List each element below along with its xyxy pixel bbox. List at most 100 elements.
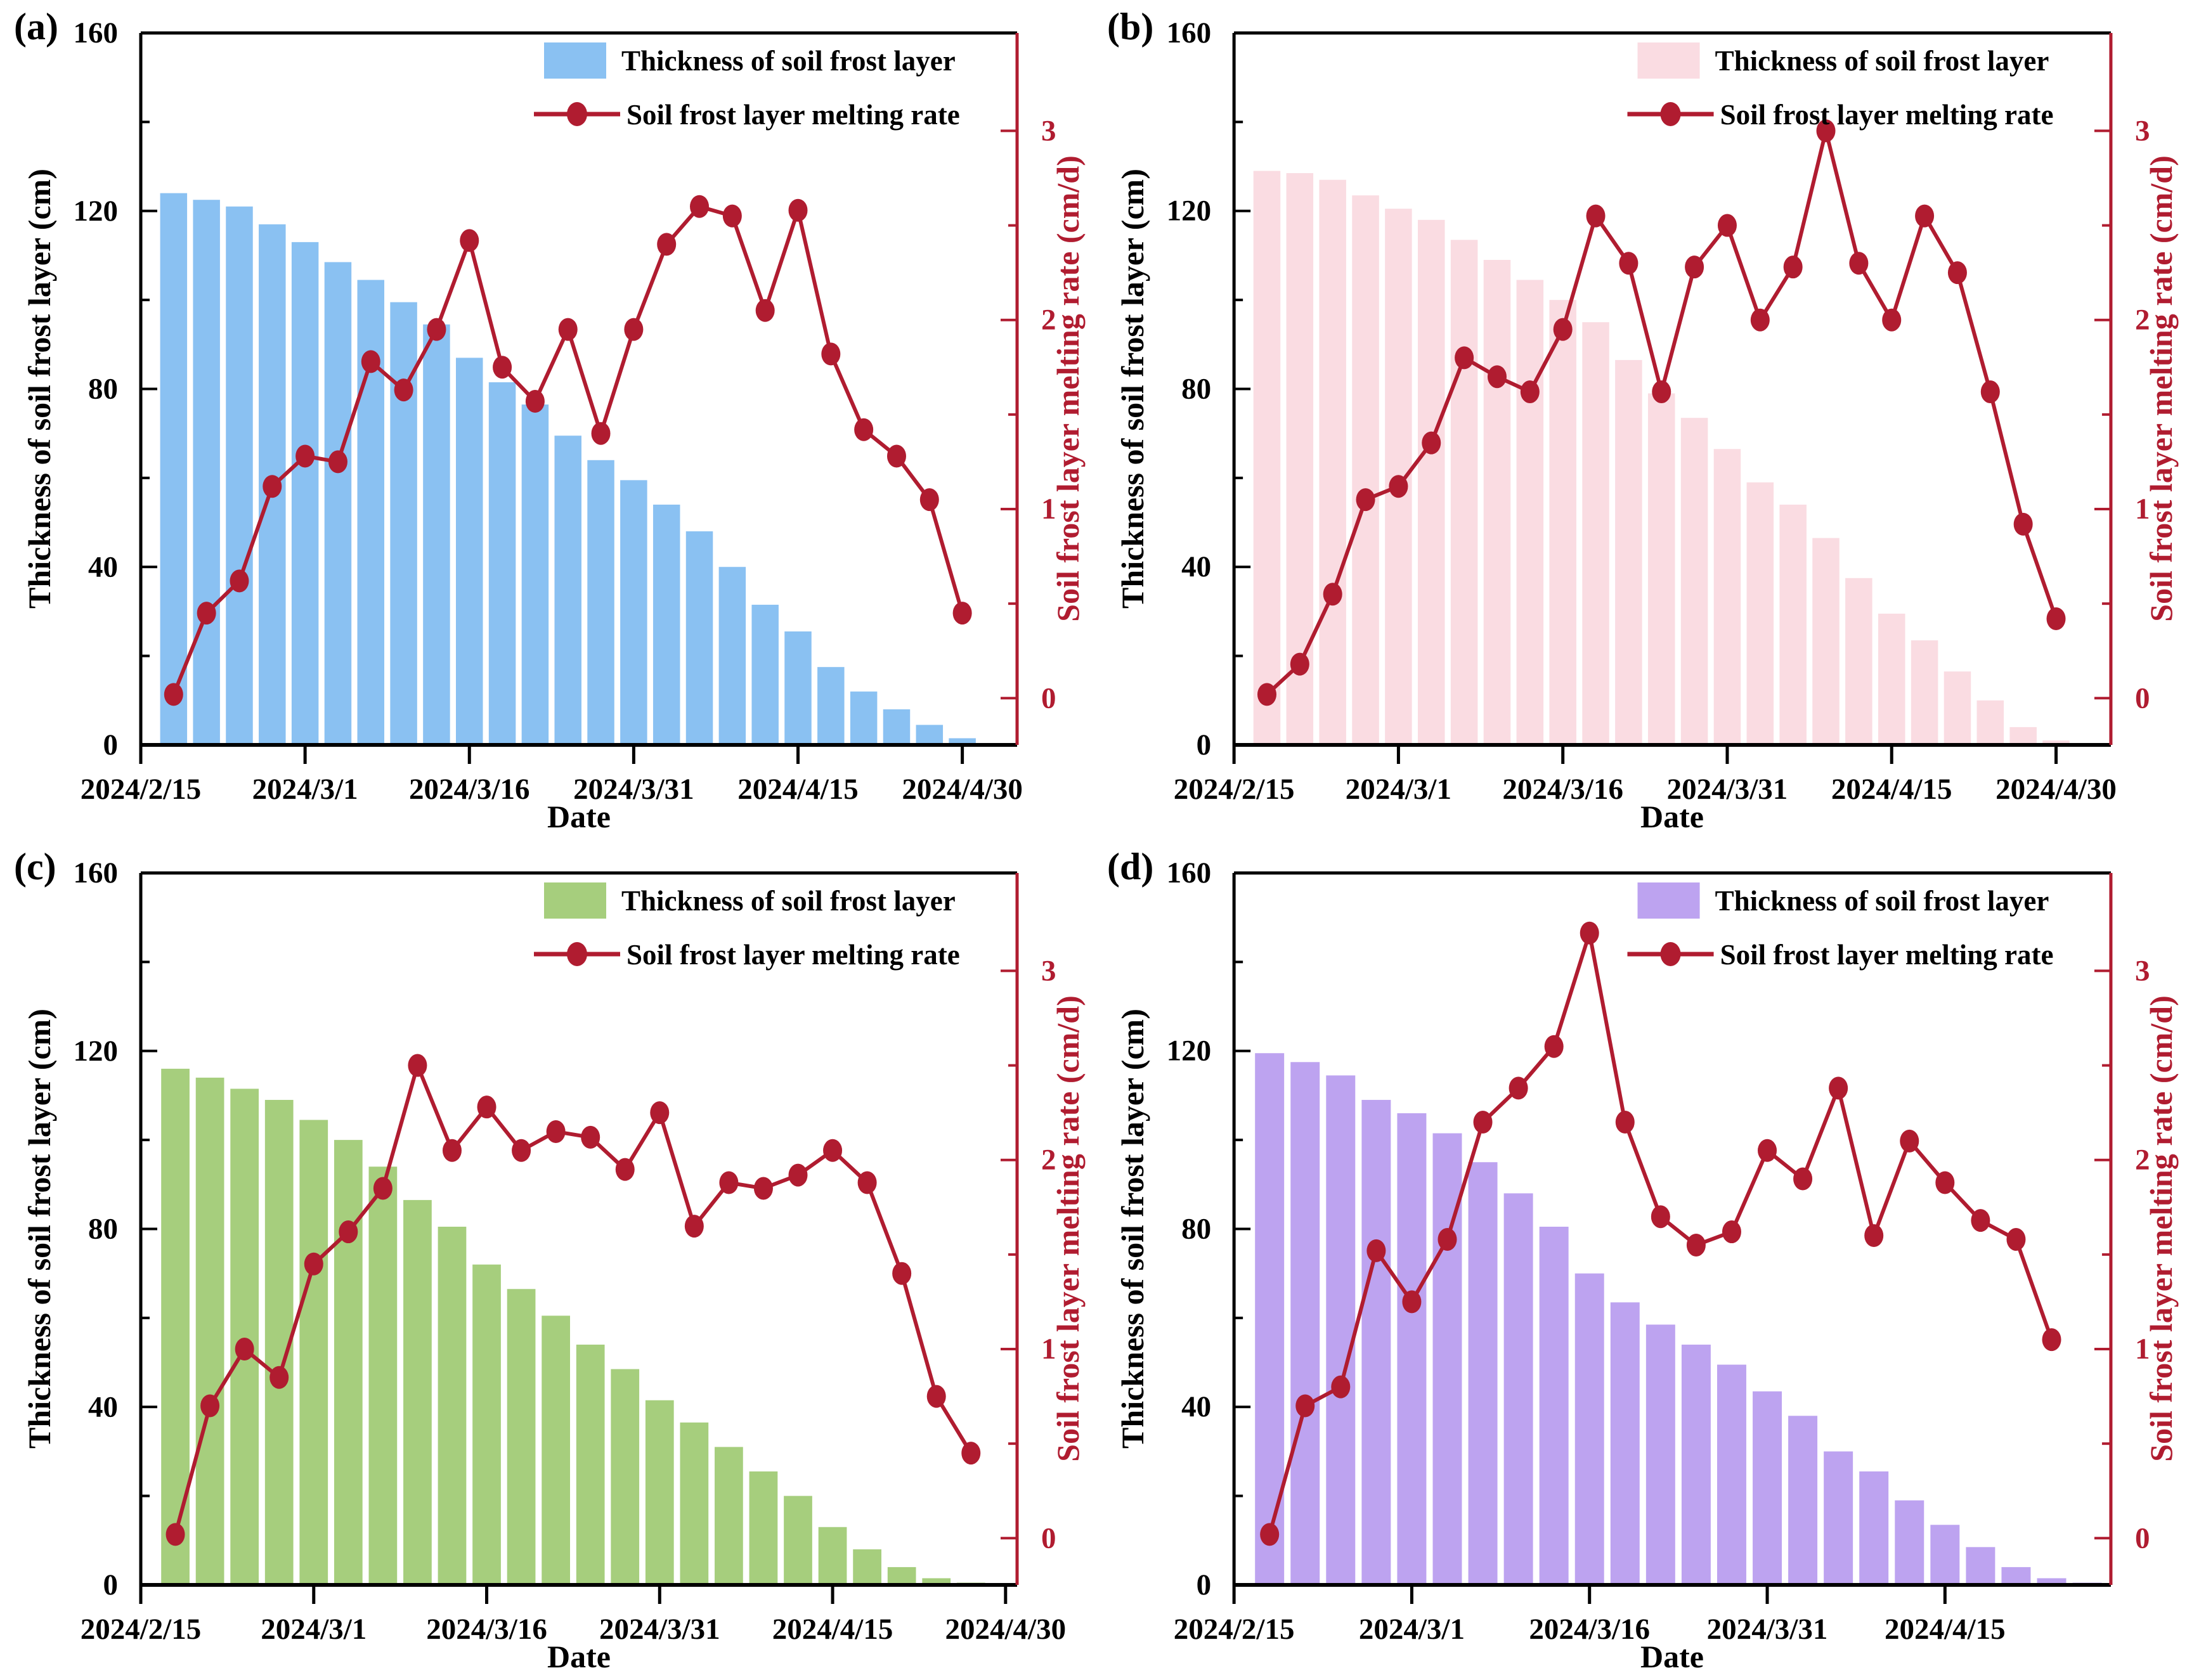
x-tick-label: 2024/3/31 <box>573 773 694 806</box>
x-axis-title: Date <box>1640 1639 1704 1674</box>
bars-group <box>1253 171 2070 746</box>
bar <box>718 567 746 745</box>
line-marker <box>373 1177 393 1200</box>
right-tick-label: 2 <box>2135 304 2150 337</box>
line-marker <box>1652 380 1671 404</box>
right-tick-label: 0 <box>2135 1522 2150 1554</box>
line-marker <box>684 1215 704 1238</box>
line-marker <box>886 444 906 468</box>
bar <box>883 709 911 745</box>
left-tick-label: 120 <box>1167 195 1212 228</box>
line-marker <box>1366 1239 1386 1262</box>
line-marker <box>460 229 479 252</box>
panel-d: 0 40 80 120 160 0 1 2 3 2024/2/15 2024/3/1 2024/3/1… <box>1093 840 2187 1680</box>
line-marker <box>821 342 841 366</box>
bar <box>1417 219 1445 746</box>
bar <box>853 1549 881 1585</box>
bar <box>1286 173 1314 745</box>
line-marker <box>197 602 216 625</box>
x-tick-label: 2024/2/15 <box>81 1613 202 1646</box>
bar <box>1516 280 1544 745</box>
line-marker <box>394 378 413 402</box>
x-tick-label: 2024/4/30 <box>1996 773 2117 806</box>
bar <box>652 504 680 745</box>
line-marker <box>235 1338 254 1361</box>
x-tick-label: 2024/3/31 <box>599 1613 720 1646</box>
legend-line-marker-icon <box>567 102 587 126</box>
bar <box>685 531 713 745</box>
line-marker <box>2013 512 2033 536</box>
bar <box>1253 171 1281 745</box>
line-marker <box>919 488 939 512</box>
line-marker <box>1260 1523 1280 1546</box>
bar <box>1483 259 1511 745</box>
bar <box>1944 671 1971 745</box>
right-tick-label: 2 <box>1041 1144 1056 1177</box>
left-tick-label: 40 <box>88 550 118 583</box>
x-axis-title: Date <box>547 799 611 834</box>
line-marker <box>1290 652 1309 676</box>
line-marker <box>788 1163 808 1187</box>
bar <box>368 1166 398 1585</box>
bar <box>488 382 516 745</box>
x-tick-label: 2024/3/16 <box>1529 1613 1650 1646</box>
bar <box>1779 504 1807 745</box>
bar <box>1255 1053 1285 1585</box>
left-axis-title: Thickness of soil frost layer (cm) <box>1115 1009 1150 1449</box>
legend-bar-swatch <box>1637 882 1700 919</box>
right-tick-label: 1 <box>2135 493 2150 526</box>
line-marker <box>1389 475 1408 498</box>
bar <box>1503 1193 1533 1585</box>
line-marker <box>1882 308 1902 332</box>
bar <box>1746 482 1774 745</box>
left-tick-label: 120 <box>74 1035 119 1068</box>
line-marker <box>1849 252 1869 275</box>
bar <box>1859 1471 1889 1585</box>
bar <box>1680 418 1708 745</box>
right-axis-title: Soil frost layer melting rate (cm/d) <box>1050 155 1086 622</box>
line-marker <box>1783 255 1803 279</box>
left-axis-title: Thickness of soil frost layer (cm) <box>1115 169 1150 609</box>
line-marker <box>854 418 874 441</box>
chart-b: 0 40 80 120 160 0 1 2 3 2024/2/15 2024/3/1 2024/3/1… <box>1167 16 2150 806</box>
x-tick-label: 2024/2/15 <box>81 773 202 806</box>
chart-a: 0 40 80 120 160 0 1 2 3 2024/2/15 2024/3/1 2024/3/1… <box>74 16 1056 806</box>
bar <box>193 200 220 745</box>
bar <box>357 280 385 745</box>
left-tick-label: 80 <box>1181 1213 1211 1246</box>
line-marker <box>1295 1394 1315 1418</box>
bar <box>611 1369 640 1585</box>
line-marker <box>1935 1171 1955 1194</box>
bar <box>749 1471 778 1585</box>
line-marker <box>1437 1227 1457 1251</box>
line-marker <box>269 1366 289 1389</box>
line-marker <box>788 198 808 222</box>
bar <box>324 262 352 745</box>
x-tick-label: 2024/3/1 <box>261 1613 367 1646</box>
left-tick-label: 120 <box>74 195 119 228</box>
chart-d: 0 40 80 120 160 0 1 2 3 2024/2/15 2024/3/1 2024/3/1… <box>1167 856 2150 1646</box>
right-tick-label: 3 <box>2135 954 2150 987</box>
left-tick-label: 0 <box>1197 1568 1212 1601</box>
right-tick-label: 0 <box>2135 682 2150 714</box>
bar <box>291 242 319 746</box>
line-marker <box>650 1101 670 1125</box>
line-marker <box>1509 1076 1528 1100</box>
right-tick-label: 1 <box>1041 1333 1056 1366</box>
left-tick-label: 40 <box>1181 550 1211 583</box>
legend: Thickness of soil frost layer Soil frost … <box>534 42 960 131</box>
bar <box>916 725 944 745</box>
legend-bar-label: Thickness of soil frost layer <box>1715 45 2049 77</box>
line-marker <box>1615 1111 1635 1134</box>
x-tick-label: 2024/3/31 <box>1667 773 1788 806</box>
line-marker <box>581 1125 600 1149</box>
bar <box>1976 700 2004 745</box>
line-marker <box>961 1442 981 1465</box>
left-tick-label: 0 <box>1197 728 1212 761</box>
left-tick-label: 160 <box>74 856 119 889</box>
line-marker <box>477 1095 496 1119</box>
line-marker <box>1422 431 1441 455</box>
line-marker <box>1750 308 1770 332</box>
bar <box>1824 1451 1853 1585</box>
